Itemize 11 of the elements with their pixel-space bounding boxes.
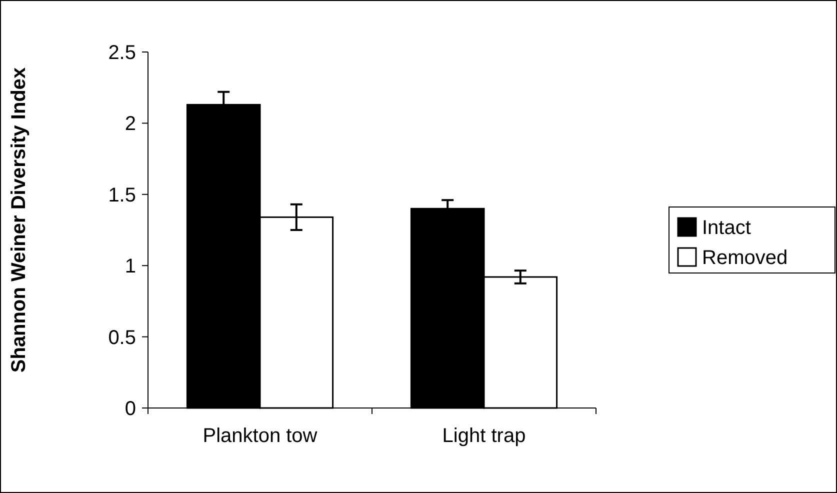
legend-label: Removed: [702, 247, 788, 269]
y-axis-title: Shannon Weiner Diversity Index: [8, 67, 30, 373]
x-tick-label: Plankton tow: [202, 425, 318, 447]
y-tick-label: 0: [124, 398, 136, 420]
x-tick-label: Light trap: [442, 425, 526, 447]
y-tick-label: 1.5: [108, 184, 136, 206]
y-tick-label: 1: [124, 256, 136, 278]
y-tick-label: 2: [124, 113, 136, 136]
legend-label: Intact: [702, 217, 752, 239]
y-tick-label: 2.5: [108, 42, 136, 64]
y-tick-label: 0.5: [108, 326, 136, 349]
